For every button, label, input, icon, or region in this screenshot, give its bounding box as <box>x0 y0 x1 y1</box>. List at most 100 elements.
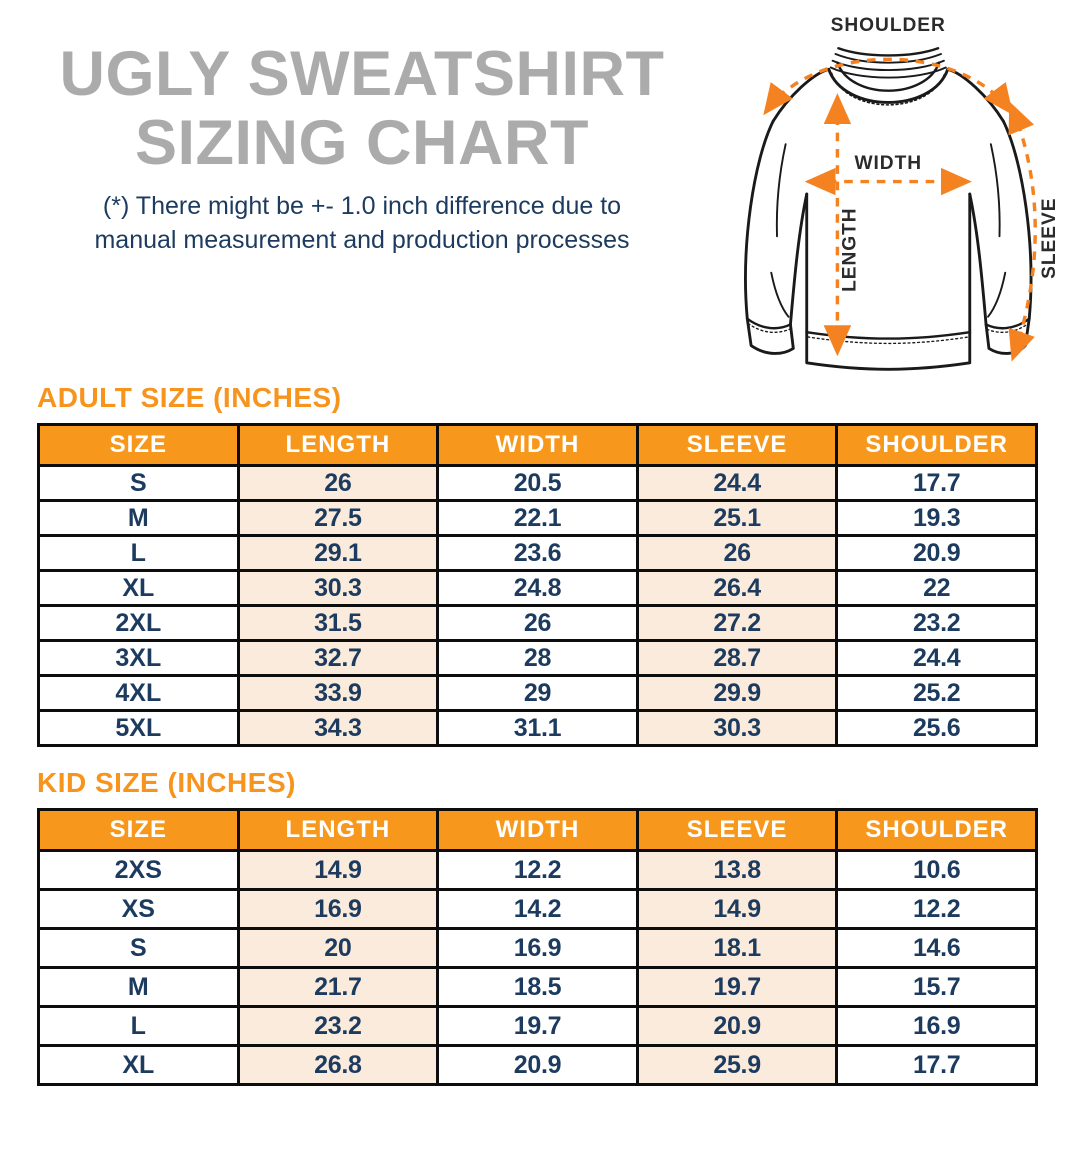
sleeve-cell: 25.9 <box>635 1044 839 1086</box>
table-row: L 23.2 19.7 20.9 16.9 <box>37 1005 1038 1047</box>
length-cell: 20 <box>236 927 440 969</box>
length-cell: 26 <box>236 464 440 502</box>
length-cell: 29.1 <box>236 534 440 572</box>
size-cell: XL <box>37 569 240 607</box>
page-title-line1: UGLY SWEATSHIRT <box>59 39 665 109</box>
width-cell: 20.9 <box>436 1044 639 1086</box>
sleeve-cell: 29.9 <box>635 674 839 712</box>
length-label: LENGTH <box>840 207 861 292</box>
page-title-line2: SIZING CHART <box>135 108 589 179</box>
width-cell: 18.5 <box>436 966 639 1008</box>
shoulder-cell: 16.9 <box>835 1005 1038 1047</box>
table-row: M 27.5 22.1 25.1 19.3 <box>37 499 1038 537</box>
size-cell: L <box>37 534 240 572</box>
shoulder-cell: 20.9 <box>835 534 1038 572</box>
sleeve-cell: 24.4 <box>635 464 839 502</box>
sweatshirt-diagram: SHOULDER WIDTH LENGTH SLEEVE <box>724 0 1074 382</box>
sleeve-cell: 18.1 <box>635 927 839 969</box>
sleeve-arrow <box>1008 101 1037 362</box>
length-cell: 33.9 <box>236 674 440 712</box>
shoulder-cell: 12.2 <box>835 888 1038 930</box>
table-row: L 29.1 23.6 26 20.9 <box>37 534 1038 572</box>
table-row: 5XL 34.3 31.1 30.3 25.6 <box>37 709 1038 747</box>
width-cell: 23.6 <box>436 534 639 572</box>
shoulder-cell: 17.7 <box>835 1044 1038 1086</box>
adult-header-row: SIZE LENGTH WIDTH SLEEVE SHOULDER <box>37 423 1038 467</box>
intro-block: UGLY SWEATSHIRT SIZING CHART (*) There mi… <box>0 0 724 382</box>
table-row: S 26 20.5 24.4 17.7 <box>37 464 1038 502</box>
shoulder-cell: 25.6 <box>835 709 1038 747</box>
sleeve-cell: 30.3 <box>635 709 839 747</box>
size-cell: 2XS <box>37 849 240 891</box>
size-cell: S <box>37 464 240 502</box>
sleeve-cell: 26.4 <box>635 569 839 607</box>
column-header-width: WIDTH <box>436 423 639 467</box>
width-cell: 26 <box>436 604 639 642</box>
length-cell: 31.5 <box>236 604 440 642</box>
sleeve-cell: 14.9 <box>635 888 839 930</box>
sleeve-label: SLEEVE <box>1039 197 1060 278</box>
column-header-sleeve: SLEEVE <box>635 808 839 852</box>
table-row: 4XL 33.9 29 29.9 25.2 <box>37 674 1038 712</box>
size-cell: 2XL <box>37 604 240 642</box>
shoulder-cell: 19.3 <box>835 499 1038 537</box>
size-cell: 3XL <box>37 639 240 677</box>
sleeve-cell: 20.9 <box>635 1005 839 1047</box>
length-cell: 27.5 <box>236 499 440 537</box>
header-section: UGLY SWEATSHIRT SIZING CHART (*) There mi… <box>0 0 1074 382</box>
sweatshirt-outline <box>744 47 1033 371</box>
shoulder-cell: 25.2 <box>835 674 1038 712</box>
column-header-shoulder: SHOULDER <box>835 423 1038 467</box>
width-label: WIDTH <box>854 153 922 174</box>
size-cell: 4XL <box>37 674 240 712</box>
column-header-size: SIZE <box>37 808 240 852</box>
table-row: M 21.7 18.5 19.7 15.7 <box>37 966 1038 1008</box>
width-cell: 14.2 <box>436 888 639 930</box>
kid-table-heading: KID SIZE (INCHES) <box>37 767 296 798</box>
sleeve-cell: 13.8 <box>635 849 839 891</box>
adult-table-heading: ADULT SIZE (INCHES) <box>37 382 342 413</box>
width-cell: 16.9 <box>436 927 639 969</box>
column-header-shoulder: SHOULDER <box>835 808 1038 852</box>
measurement-arrows <box>763 57 1037 362</box>
width-cell: 24.8 <box>436 569 639 607</box>
width-cell: 20.5 <box>436 464 639 502</box>
size-cell: XS <box>37 888 240 930</box>
shoulder-cell: 15.7 <box>835 966 1038 1008</box>
width-cell: 12.2 <box>436 849 639 891</box>
column-header-width: WIDTH <box>436 808 639 852</box>
column-header-length: LENGTH <box>236 808 440 852</box>
length-cell: 23.2 <box>236 1005 440 1047</box>
kid-header-row: SIZE LENGTH WIDTH SLEEVE SHOULDER <box>37 808 1038 852</box>
measurement-note-line1: (*) There might be +- 1.0 inch differenc… <box>102 191 622 220</box>
shoulder-cell: 23.2 <box>835 604 1038 642</box>
sweatshirt-illustration: SHOULDER WIDTH LENGTH SLEEVE <box>744 15 1060 371</box>
page-title: UGLY SWEATSHIRT SIZING CHART <box>0 39 724 179</box>
size-cell: XL <box>37 1044 240 1086</box>
size-cell: L <box>37 1005 240 1047</box>
length-cell: 21.7 <box>236 966 440 1008</box>
width-cell: 28 <box>436 639 639 677</box>
table-row: S 20 16.9 18.1 14.6 <box>37 927 1038 969</box>
length-cell: 34.3 <box>236 709 440 747</box>
table-row: XS 16.9 14.2 14.9 12.2 <box>37 888 1038 930</box>
measurement-note-line2: manual measurement and production proces… <box>94 226 630 255</box>
width-cell: 29 <box>436 674 639 712</box>
shoulder-arrow <box>763 57 1014 116</box>
table-row: XL 26.8 20.9 25.9 17.7 <box>37 1044 1038 1086</box>
sleeve-cell: 27.2 <box>635 604 839 642</box>
length-cell: 14.9 <box>236 849 440 891</box>
table-row: XL 30.3 24.8 26.4 22 <box>37 569 1038 607</box>
shoulder-cell: 22 <box>835 569 1038 607</box>
adult-size-table: SIZE LENGTH WIDTH SLEEVE SHOULDER S 26 2… <box>37 423 1038 747</box>
width-cell: 22.1 <box>436 499 639 537</box>
table-row: 2XL 31.5 26 27.2 23.2 <box>37 604 1038 642</box>
size-cell: S <box>37 927 240 969</box>
shoulder-label: SHOULDER <box>831 15 946 36</box>
shoulder-cell: 24.4 <box>835 639 1038 677</box>
length-cell: 16.9 <box>236 888 440 930</box>
sleeve-cell: 19.7 <box>635 966 839 1008</box>
size-cell: 5XL <box>37 709 240 747</box>
column-header-size: SIZE <box>37 423 240 467</box>
